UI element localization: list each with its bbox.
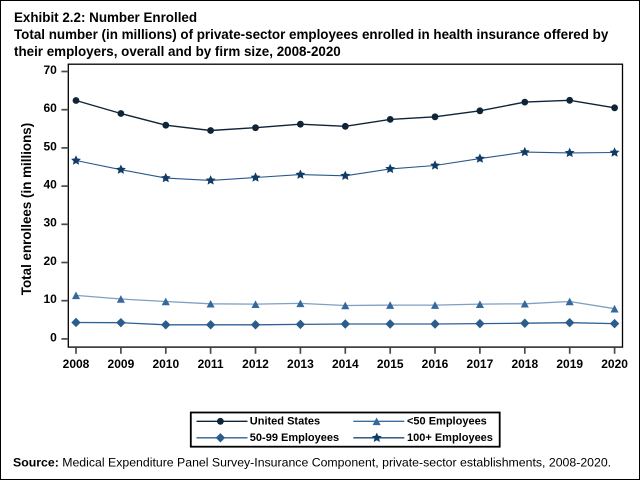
- svg-text:2009: 2009: [108, 357, 135, 371]
- svg-text:2020: 2020: [601, 357, 628, 371]
- svg-text:50-99 Employees: 50-99 Employees: [250, 432, 339, 444]
- svg-text:2010: 2010: [152, 357, 179, 371]
- svg-text:United States: United States: [250, 416, 320, 428]
- svg-text:2012: 2012: [242, 357, 269, 371]
- svg-text:70: 70: [43, 63, 57, 77]
- svg-text:2018: 2018: [511, 357, 538, 371]
- svg-text:their employers, overall and b: their employers, overall and by firm siz…: [14, 44, 341, 59]
- svg-text:0: 0: [50, 330, 57, 344]
- svg-text:2019: 2019: [556, 357, 583, 371]
- svg-text:2017: 2017: [467, 357, 494, 371]
- svg-text:2016: 2016: [422, 357, 449, 371]
- svg-text:60: 60: [43, 101, 57, 115]
- svg-text:10: 10: [43, 292, 57, 306]
- svg-text:Total number (in millions) of: Total number (in millions) of private-se…: [14, 27, 609, 42]
- svg-text:2015: 2015: [377, 357, 404, 371]
- svg-text:2014: 2014: [332, 357, 359, 371]
- svg-text:Total enrollees (in millions): Total enrollees (in millions): [19, 123, 34, 295]
- svg-text:50: 50: [43, 139, 57, 153]
- svg-text:<50 Employees: <50 Employees: [407, 416, 487, 428]
- svg-text:30: 30: [43, 216, 57, 230]
- svg-text:20: 20: [43, 254, 57, 268]
- svg-text:2011: 2011: [198, 357, 224, 371]
- svg-text:40: 40: [43, 178, 57, 192]
- svg-text:2013: 2013: [287, 357, 314, 371]
- svg-text:2008: 2008: [63, 357, 90, 371]
- svg-text:Exhibit 2.2: Number Enrolled: Exhibit 2.2: Number Enrolled: [14, 10, 197, 25]
- svg-text:Source: Medical Expenditure Pa: Source: Medical Expenditure Panel Survey…: [13, 456, 611, 470]
- svg-text:100+ Employees: 100+ Employees: [407, 432, 493, 444]
